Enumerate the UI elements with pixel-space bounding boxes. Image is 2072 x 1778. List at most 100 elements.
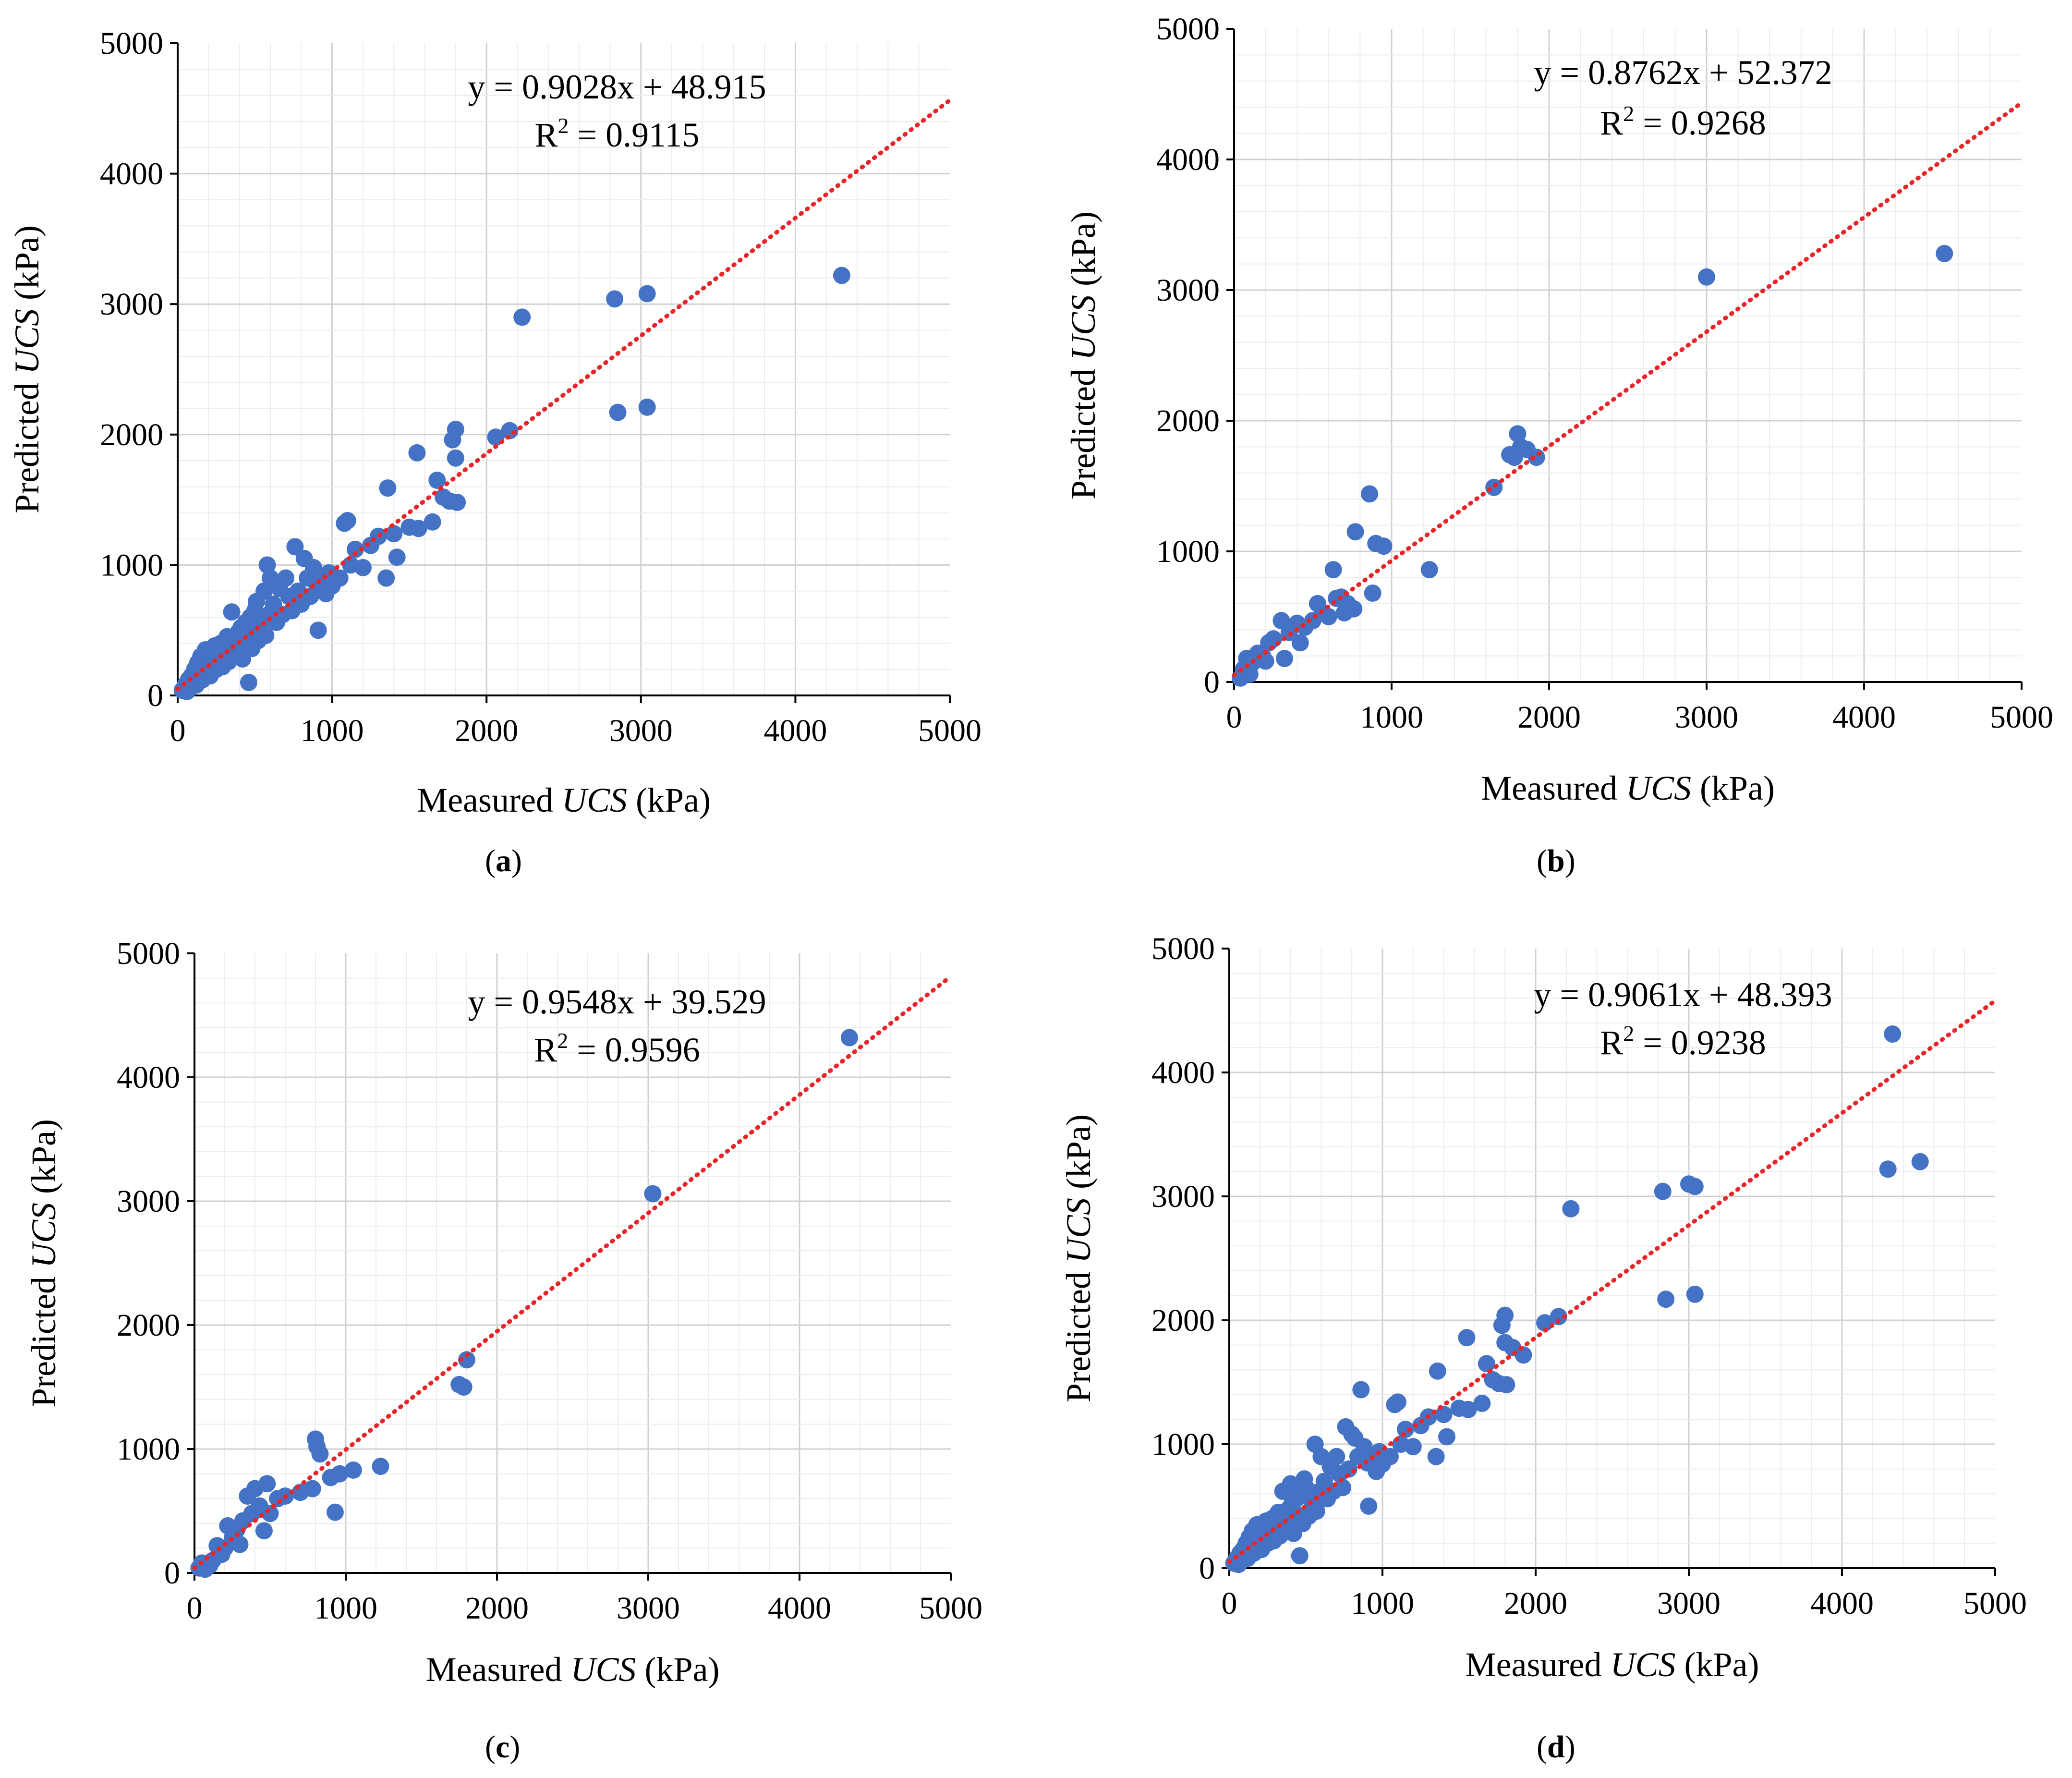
data-point xyxy=(1478,1355,1495,1373)
data-point xyxy=(448,494,466,511)
data-point xyxy=(1308,1502,1325,1520)
data-point xyxy=(331,569,349,587)
data-point xyxy=(458,1351,475,1369)
data-point xyxy=(286,538,304,556)
data-point xyxy=(331,1465,349,1483)
data-point xyxy=(1879,1160,1897,1178)
data-point xyxy=(513,308,531,326)
y-axis-label: Predicted UCS (kPa) xyxy=(8,225,46,513)
data-point xyxy=(1345,600,1363,618)
data-point xyxy=(1334,1479,1352,1497)
data-points xyxy=(1232,244,1953,687)
data-point xyxy=(261,1505,279,1522)
data-point xyxy=(1459,1400,1477,1418)
x-tick-label: 3000 xyxy=(609,713,673,748)
data-point xyxy=(455,1378,473,1396)
data-point xyxy=(309,621,327,639)
chart-panel-d: 0 1000 2000 3000 4000 5000 0 1000 2000 3000 4000 50… xyxy=(1047,913,2070,1758)
data-point xyxy=(258,1475,276,1493)
data-point xyxy=(1404,1438,1422,1456)
x-tick-label: 0 xyxy=(1226,700,1242,735)
data-point xyxy=(1509,425,1527,443)
y-tick-label: 0 xyxy=(147,678,163,713)
data-point xyxy=(240,673,257,691)
data-point xyxy=(1328,1448,1345,1465)
data-point xyxy=(606,290,624,308)
x-axis-label: Measured UCS (kPa) xyxy=(417,781,711,819)
data-point xyxy=(833,267,850,284)
y-tick-label: 4000 xyxy=(117,1060,180,1095)
data-point xyxy=(1686,1285,1704,1303)
y-tick-label: 3000 xyxy=(117,1184,180,1219)
data-point xyxy=(1364,585,1381,602)
data-point xyxy=(344,1461,362,1479)
trendline-equation: y = 0.9028x + 48.915 xyxy=(468,68,766,106)
data-points xyxy=(190,1029,858,1578)
y-tick-label: 5000 xyxy=(1156,12,1220,47)
data-point xyxy=(379,479,397,497)
y-axis-label: Predicted UCS (kPa) xyxy=(1064,211,1103,499)
y-tick-label: 0 xyxy=(1199,1551,1215,1586)
x-tick-label: 5000 xyxy=(1990,700,2053,735)
x-tick-label: 3000 xyxy=(1657,1586,1721,1621)
grid xyxy=(194,953,951,1573)
data-point xyxy=(303,1480,321,1498)
data-point xyxy=(1320,608,1337,625)
data-point xyxy=(1275,650,1293,668)
trendline-equation: y = 0.8762x + 52.372 xyxy=(1534,53,1832,92)
data-point xyxy=(1435,1406,1453,1424)
chart-panel-b: 0 1000 2000 3000 4000 5000 0 1000 2000 3000 4000 50… xyxy=(1047,0,2070,845)
data-point xyxy=(410,520,427,537)
plot-area xyxy=(1234,29,2022,682)
data-point xyxy=(1297,1479,1315,1497)
data-point xyxy=(447,420,464,438)
scatter-chart-b: 0 1000 2000 3000 4000 5000 0 1000 2000 3000 4000 50… xyxy=(1064,12,2053,807)
grid xyxy=(178,43,950,695)
trendline-equation: y = 0.9548x + 39.529 xyxy=(468,983,766,1021)
r-squared: R2 = 0.9238 xyxy=(1600,1021,1766,1062)
y-tick-label: 1000 xyxy=(1151,1427,1215,1462)
data-point xyxy=(231,1535,249,1553)
data-point xyxy=(1562,1200,1580,1218)
y-tick-label: 3000 xyxy=(100,287,163,322)
x-tick-label: 1000 xyxy=(1351,1586,1414,1621)
x-tick-label: 2000 xyxy=(1504,1586,1567,1621)
x-axis-label: Measured UCS (kPa) xyxy=(426,1650,720,1689)
data-point xyxy=(326,1503,344,1521)
y-tick-label: 4000 xyxy=(1156,142,1220,177)
y-tick-label: 2000 xyxy=(117,1308,180,1343)
x-axis-label: Measured UCS (kPa) xyxy=(1466,1645,1759,1684)
data-point xyxy=(1527,449,1545,466)
plot-area xyxy=(178,43,950,695)
data-point xyxy=(255,1522,273,1540)
data-point xyxy=(428,471,446,489)
data-point xyxy=(255,582,273,600)
data-point xyxy=(501,422,519,439)
x-tick-label: 5000 xyxy=(918,713,981,748)
data-point xyxy=(1654,1182,1672,1200)
scatter-chart-c: 0 1000 2000 3000 4000 5000 0 1000 2000 3000 4000 50… xyxy=(24,936,982,1689)
data-point xyxy=(1291,634,1309,652)
data-point xyxy=(1698,268,1715,286)
y-tick-label: 5000 xyxy=(100,26,163,61)
data-point xyxy=(638,398,656,416)
data-point xyxy=(1936,244,1953,262)
data-point xyxy=(1473,1394,1491,1412)
data-point xyxy=(1346,523,1364,541)
x-tick-label: 0 xyxy=(170,713,186,748)
y-tick-label: 3000 xyxy=(1151,1179,1215,1214)
x-tick-label: 2000 xyxy=(465,1591,529,1626)
data-point xyxy=(1375,537,1393,555)
x-tick-label: 3000 xyxy=(617,1591,680,1626)
x-tick-label: 3000 xyxy=(1675,700,1738,735)
x-tick-label: 2000 xyxy=(1517,700,1581,735)
y-tick-label: 2000 xyxy=(100,417,163,452)
data-point xyxy=(447,449,464,467)
data-point xyxy=(223,603,241,621)
data-point xyxy=(1381,1448,1399,1465)
data-point xyxy=(385,525,403,543)
x-tick-label: 1000 xyxy=(1360,700,1423,735)
chart-panel-c: 0 1000 2000 3000 4000 5000 0 1000 2000 3000 4000 50… xyxy=(0,913,1023,1758)
data-point xyxy=(1291,1547,1309,1565)
data-points xyxy=(173,267,850,700)
